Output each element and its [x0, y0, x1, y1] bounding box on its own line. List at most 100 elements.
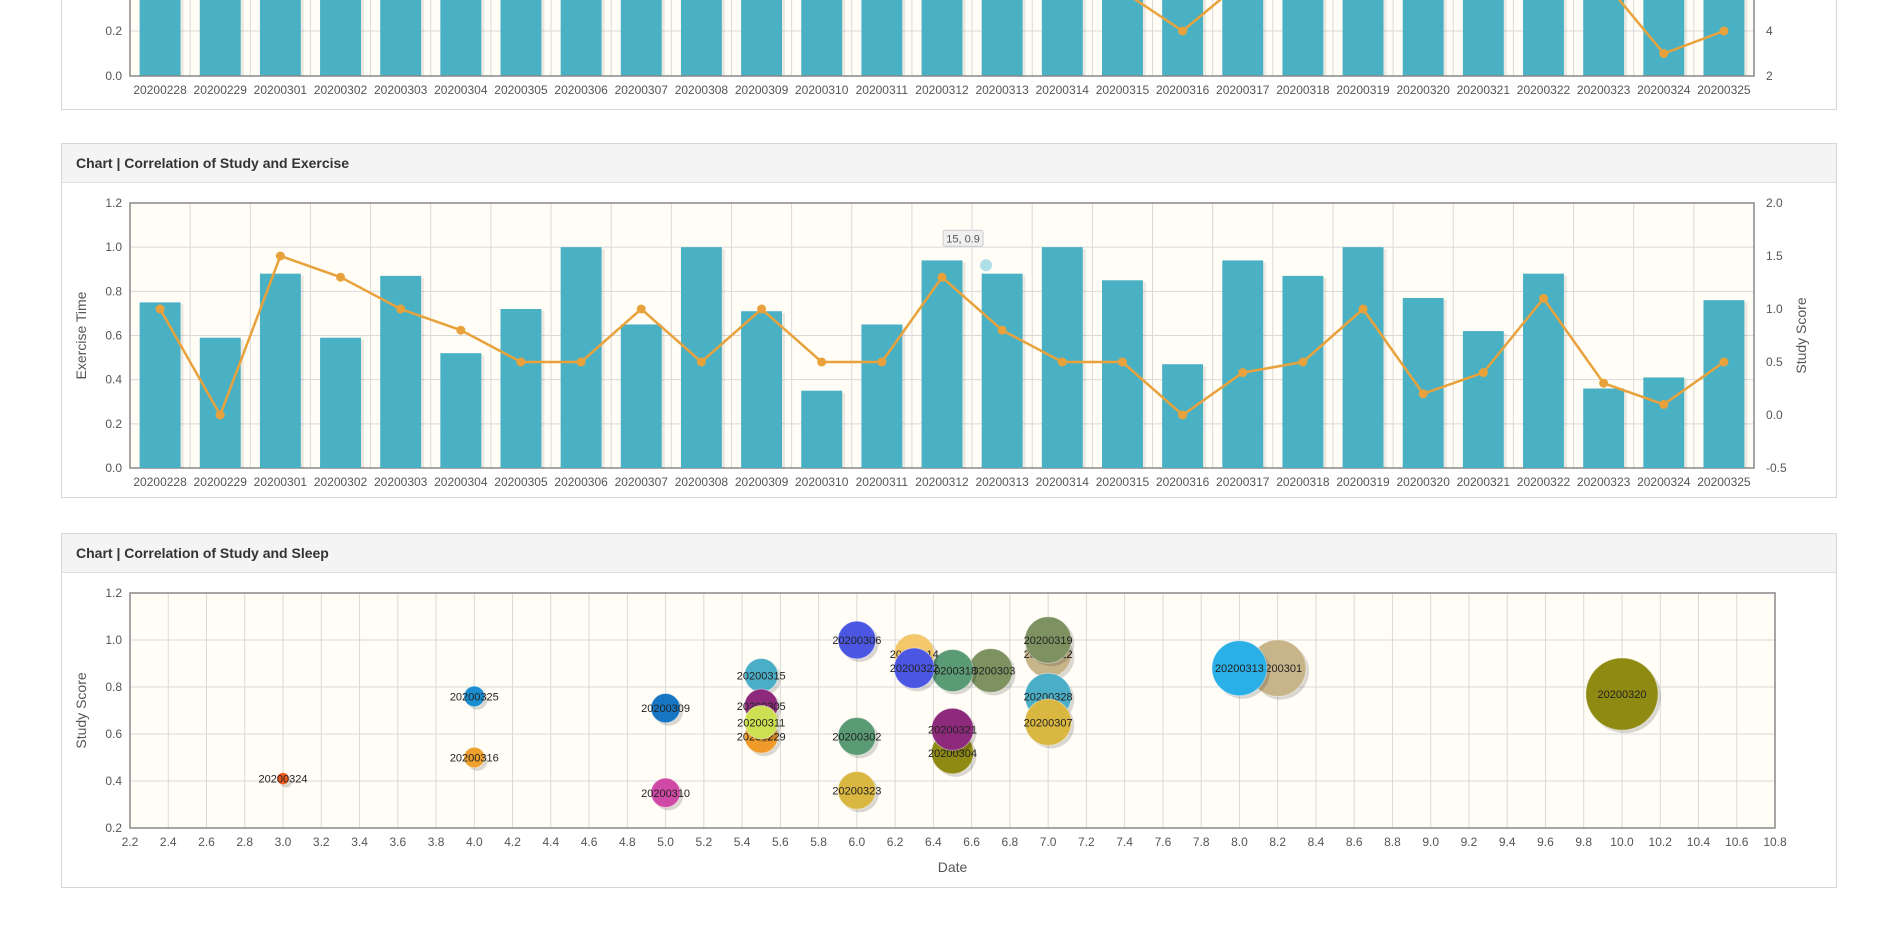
bar	[801, 390, 843, 468]
line-point	[1659, 49, 1669, 58]
line-point	[576, 357, 586, 367]
y-tick-label: 1.0	[105, 240, 122, 254]
bubble-label: 20200303	[966, 666, 1015, 678]
x-tick-label: 20200308	[675, 83, 729, 97]
bubble	[1024, 698, 1072, 746]
bubble-label: 20200325	[450, 691, 499, 703]
x-tick-label: 20200302	[314, 83, 368, 97]
bar	[199, 337, 241, 468]
bubble-label: 20200306	[832, 635, 881, 647]
line-point	[456, 325, 466, 335]
x-tick-label: 20200325	[1697, 475, 1751, 489]
y-tick-label: 0.8	[105, 680, 122, 694]
x-tick-label: 20200321	[1457, 83, 1511, 97]
bar	[620, 0, 662, 76]
x-tick-label: 4.0	[466, 835, 483, 849]
line-point	[1238, 368, 1248, 378]
bar	[1462, 0, 1504, 76]
top-chart-panel: 0.0 2 0.2 4 20200228 20200229 20200301 20200302…	[61, 0, 1837, 110]
bar	[1703, 300, 1745, 468]
x-tick-label: 20200322	[1517, 83, 1571, 97]
y-right-tick-label: 0.5	[1766, 355, 1783, 369]
x-tick-label: 8.8	[1384, 835, 1401, 849]
x-tick-label: 20200306	[554, 475, 608, 489]
y-tick-label: 1.0	[105, 633, 122, 647]
x-tick-label: 20200317	[1216, 83, 1270, 97]
x-tick-label: 10.2	[1649, 835, 1673, 849]
x-tick-label: 10.4	[1687, 835, 1711, 849]
x-tick-label: 4.4	[542, 835, 559, 849]
line-point	[275, 251, 285, 261]
line-point	[997, 325, 1007, 335]
bubble	[837, 771, 877, 810]
top-chart-svg: 0.0 2 0.2 4 20200228 20200229 20200301 20200302…	[105, 0, 1773, 97]
bubble-label: 20200328	[1024, 691, 1073, 703]
x-tick-label: 20200228	[133, 83, 187, 97]
plot-border	[129, 592, 1776, 829]
sleep-chart-svg: 2.2 2.4 2.6 2.8 3.0 3.2 3.4 3.6 3.8 4.0 4.2 4.4 4.6 4…	[73, 586, 1787, 875]
x-tick-label: 20200305	[494, 83, 548, 97]
x-tick-label: 20200303	[374, 83, 428, 97]
x-tick-label: 20200311	[856, 83, 909, 97]
x-tick-label: 5.6	[772, 835, 789, 849]
y-right-tick-label: 4	[1766, 24, 1773, 38]
y-tick-label: 0.6	[105, 329, 122, 343]
bar	[1342, 247, 1384, 468]
bar	[1041, 0, 1083, 76]
x-tick-label: 20200307	[615, 475, 669, 489]
sleep-chart-panel: Chart | Correlation of Study and Sleep 2…	[61, 533, 1837, 888]
bar	[440, 0, 482, 76]
x-tick-label: 20200320	[1396, 475, 1450, 489]
x-tick-label: 20200313	[975, 475, 1029, 489]
x-tick-label: 20200316	[1156, 83, 1210, 97]
x-tick-label: 2.8	[236, 835, 253, 849]
bar	[1162, 0, 1204, 76]
bar	[139, 0, 181, 76]
line-point	[1117, 357, 1127, 367]
x-tick-label: 20200311	[856, 475, 909, 489]
bar	[680, 0, 722, 76]
bubble-label: 20200322	[890, 663, 939, 675]
x-tick-label: 20200301	[254, 475, 308, 489]
y-right-axis-title: Study Score	[1793, 297, 1809, 373]
bar	[500, 0, 542, 76]
x-tick-label: 20200310	[795, 475, 849, 489]
y-right-tick-label: -0.5	[1766, 461, 1787, 475]
bubble-label: 20200318	[928, 666, 977, 678]
tooltip-box	[942, 229, 984, 247]
x-tick-label: 10.8	[1763, 835, 1787, 849]
x-tick-label: 20200312	[915, 83, 969, 97]
x-tick-label: 20200309	[735, 83, 789, 97]
y-tick-label: 0.8	[105, 284, 122, 298]
x-tick-label: 20200309	[735, 475, 789, 489]
x-tick-label: 6.2	[887, 835, 904, 849]
bar	[1402, 297, 1444, 468]
bubble	[1024, 616, 1072, 664]
x-tick-label: 7.4	[1116, 835, 1133, 849]
bar	[921, 260, 963, 468]
bar	[1583, 0, 1625, 76]
x-tick-label: 20200315	[1096, 475, 1150, 489]
bar	[1282, 275, 1324, 468]
line-point	[1057, 357, 1067, 367]
line-point	[1178, 410, 1188, 420]
bar	[199, 0, 241, 76]
x-tick-label: 20200325	[1697, 83, 1751, 97]
bubble	[650, 777, 681, 808]
bar	[320, 337, 361, 468]
y-right-tick-label: 2	[1766, 69, 1773, 83]
line-point	[1719, 357, 1729, 367]
line-point	[1418, 389, 1428, 399]
x-tick-label: 20200302	[314, 475, 368, 489]
bubble	[463, 746, 486, 769]
x-tick-label: 4.8	[619, 835, 636, 849]
bar	[500, 309, 542, 468]
line-point	[696, 357, 706, 367]
x-tick-label: 9.8	[1575, 835, 1592, 849]
bubble	[837, 716, 877, 756]
bubble	[1211, 640, 1268, 697]
line-point	[1538, 293, 1548, 303]
bubble	[463, 685, 486, 708]
line-point	[636, 304, 646, 314]
x-tick-label: 20200229	[194, 83, 248, 97]
